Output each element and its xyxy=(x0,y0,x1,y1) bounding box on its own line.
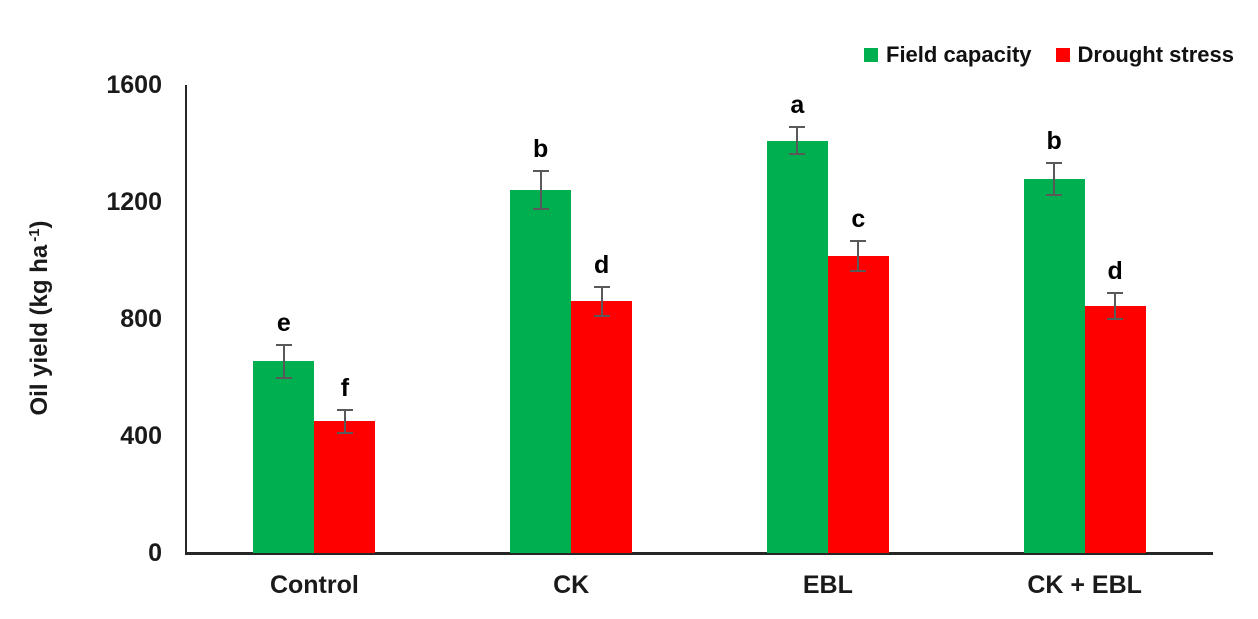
significance-letter-ck-ebl-field-capacity: b xyxy=(1046,126,1062,155)
error-bar-cap-top-ebl-drought-stress xyxy=(850,240,867,243)
y-tick-label-1600: 1600 xyxy=(106,71,162,99)
y-axis-title-superscript: -1 xyxy=(26,228,43,242)
error-bar-cap-top-ck-ebl-field-capacity xyxy=(1046,161,1063,164)
significance-letter-ck-drought-stress: d xyxy=(593,250,610,279)
error-bar-cap-bottom-ebl-field-capacity xyxy=(789,152,806,155)
y-tick-label-400: 400 xyxy=(120,422,162,450)
x-category-label-ebl: EBL xyxy=(802,571,853,599)
error-bar-line-control-field-capacity xyxy=(282,345,285,378)
legend-item-drought-stress: Drought stress xyxy=(1055,42,1234,68)
bar-ck-drought-stress xyxy=(571,301,633,553)
drought-stress-swatch-icon xyxy=(1055,48,1070,62)
x-category-label-control: Control xyxy=(269,571,359,599)
y-axis-title-close: ) xyxy=(26,220,53,229)
error-bar-line-ck-field-capacity xyxy=(539,171,542,210)
bar-control-field-capacity xyxy=(253,361,315,553)
y-tick-label-1200: 1200 xyxy=(106,188,162,216)
error-bar-cap-top-ebl-field-capacity xyxy=(789,126,806,129)
field-capacity-swatch-icon xyxy=(864,48,878,62)
y-axis-line xyxy=(185,85,187,555)
error-bar-line-ck-drought-stress xyxy=(600,286,603,317)
error-bar-cap-bottom-ck-ebl-drought-stress xyxy=(1107,318,1124,320)
bar-ck-ebl-field-capacity xyxy=(1023,178,1085,553)
error-bar-cap-bottom-ebl-drought-stress xyxy=(850,269,867,272)
error-bar-line-ck-ebl-field-capacity xyxy=(1053,162,1056,195)
significance-letter-ck-ebl-drought-stress: d xyxy=(1107,256,1123,285)
error-bar-cap-bottom-ck-ebl-field-capacity xyxy=(1046,193,1063,196)
error-bar-cap-top-ck-drought-stress xyxy=(593,285,610,288)
error-bar-cap-top-control-field-capacity xyxy=(275,344,292,347)
bar-ebl-drought-stress xyxy=(827,256,889,553)
error-bar-cap-bottom-ck-field-capacity xyxy=(532,208,549,211)
error-bar-line-ck-ebl-drought-stress xyxy=(1114,292,1117,319)
error-bar-cap-bottom-ck-drought-stress xyxy=(593,315,610,318)
significance-letter-control-drought-stress: f xyxy=(340,373,350,402)
error-bar-cap-top-ck-ebl-drought-stress xyxy=(1107,291,1124,294)
significance-letter-control-field-capacity: e xyxy=(276,309,291,338)
significance-letter-ebl-drought-stress: c xyxy=(851,205,866,234)
x-axis-line xyxy=(185,552,1213,555)
error-bar-line-ebl-field-capacity xyxy=(796,127,799,154)
bar-ck-field-capacity xyxy=(510,190,572,553)
bar-control-drought-stress xyxy=(314,421,376,553)
significance-letter-ebl-field-capacity: a xyxy=(790,91,805,120)
y-tick-label-0: 0 xyxy=(148,539,162,567)
y-tick-label-800: 800 xyxy=(120,305,162,333)
significance-letter-ck-field-capacity: b xyxy=(532,135,549,164)
error-bar-cap-top-ck-field-capacity xyxy=(532,170,549,173)
bar-ebl-field-capacity xyxy=(766,140,828,553)
legend: Field capacity Drought stress xyxy=(864,42,1234,68)
legend-item-field-capacity: Field capacity xyxy=(864,42,1032,68)
x-category-label-ck: CK xyxy=(553,571,590,599)
error-bar-cap-top-control-drought-stress xyxy=(336,408,353,411)
error-bar-cap-bottom-control-field-capacity xyxy=(275,376,292,379)
legend-label-drought-stress: Drought stress xyxy=(1077,42,1234,67)
error-bar-line-ebl-drought-stress xyxy=(857,241,860,271)
legend-label-field-capacity: Field capacity xyxy=(886,42,1032,67)
bar-ck-ebl-drought-stress xyxy=(1084,305,1146,553)
error-bar-cap-bottom-control-drought-stress xyxy=(336,432,353,435)
error-bar-line-control-drought-stress xyxy=(343,409,346,434)
x-category-label-ck-ebl: CK + EBL xyxy=(1027,571,1142,599)
